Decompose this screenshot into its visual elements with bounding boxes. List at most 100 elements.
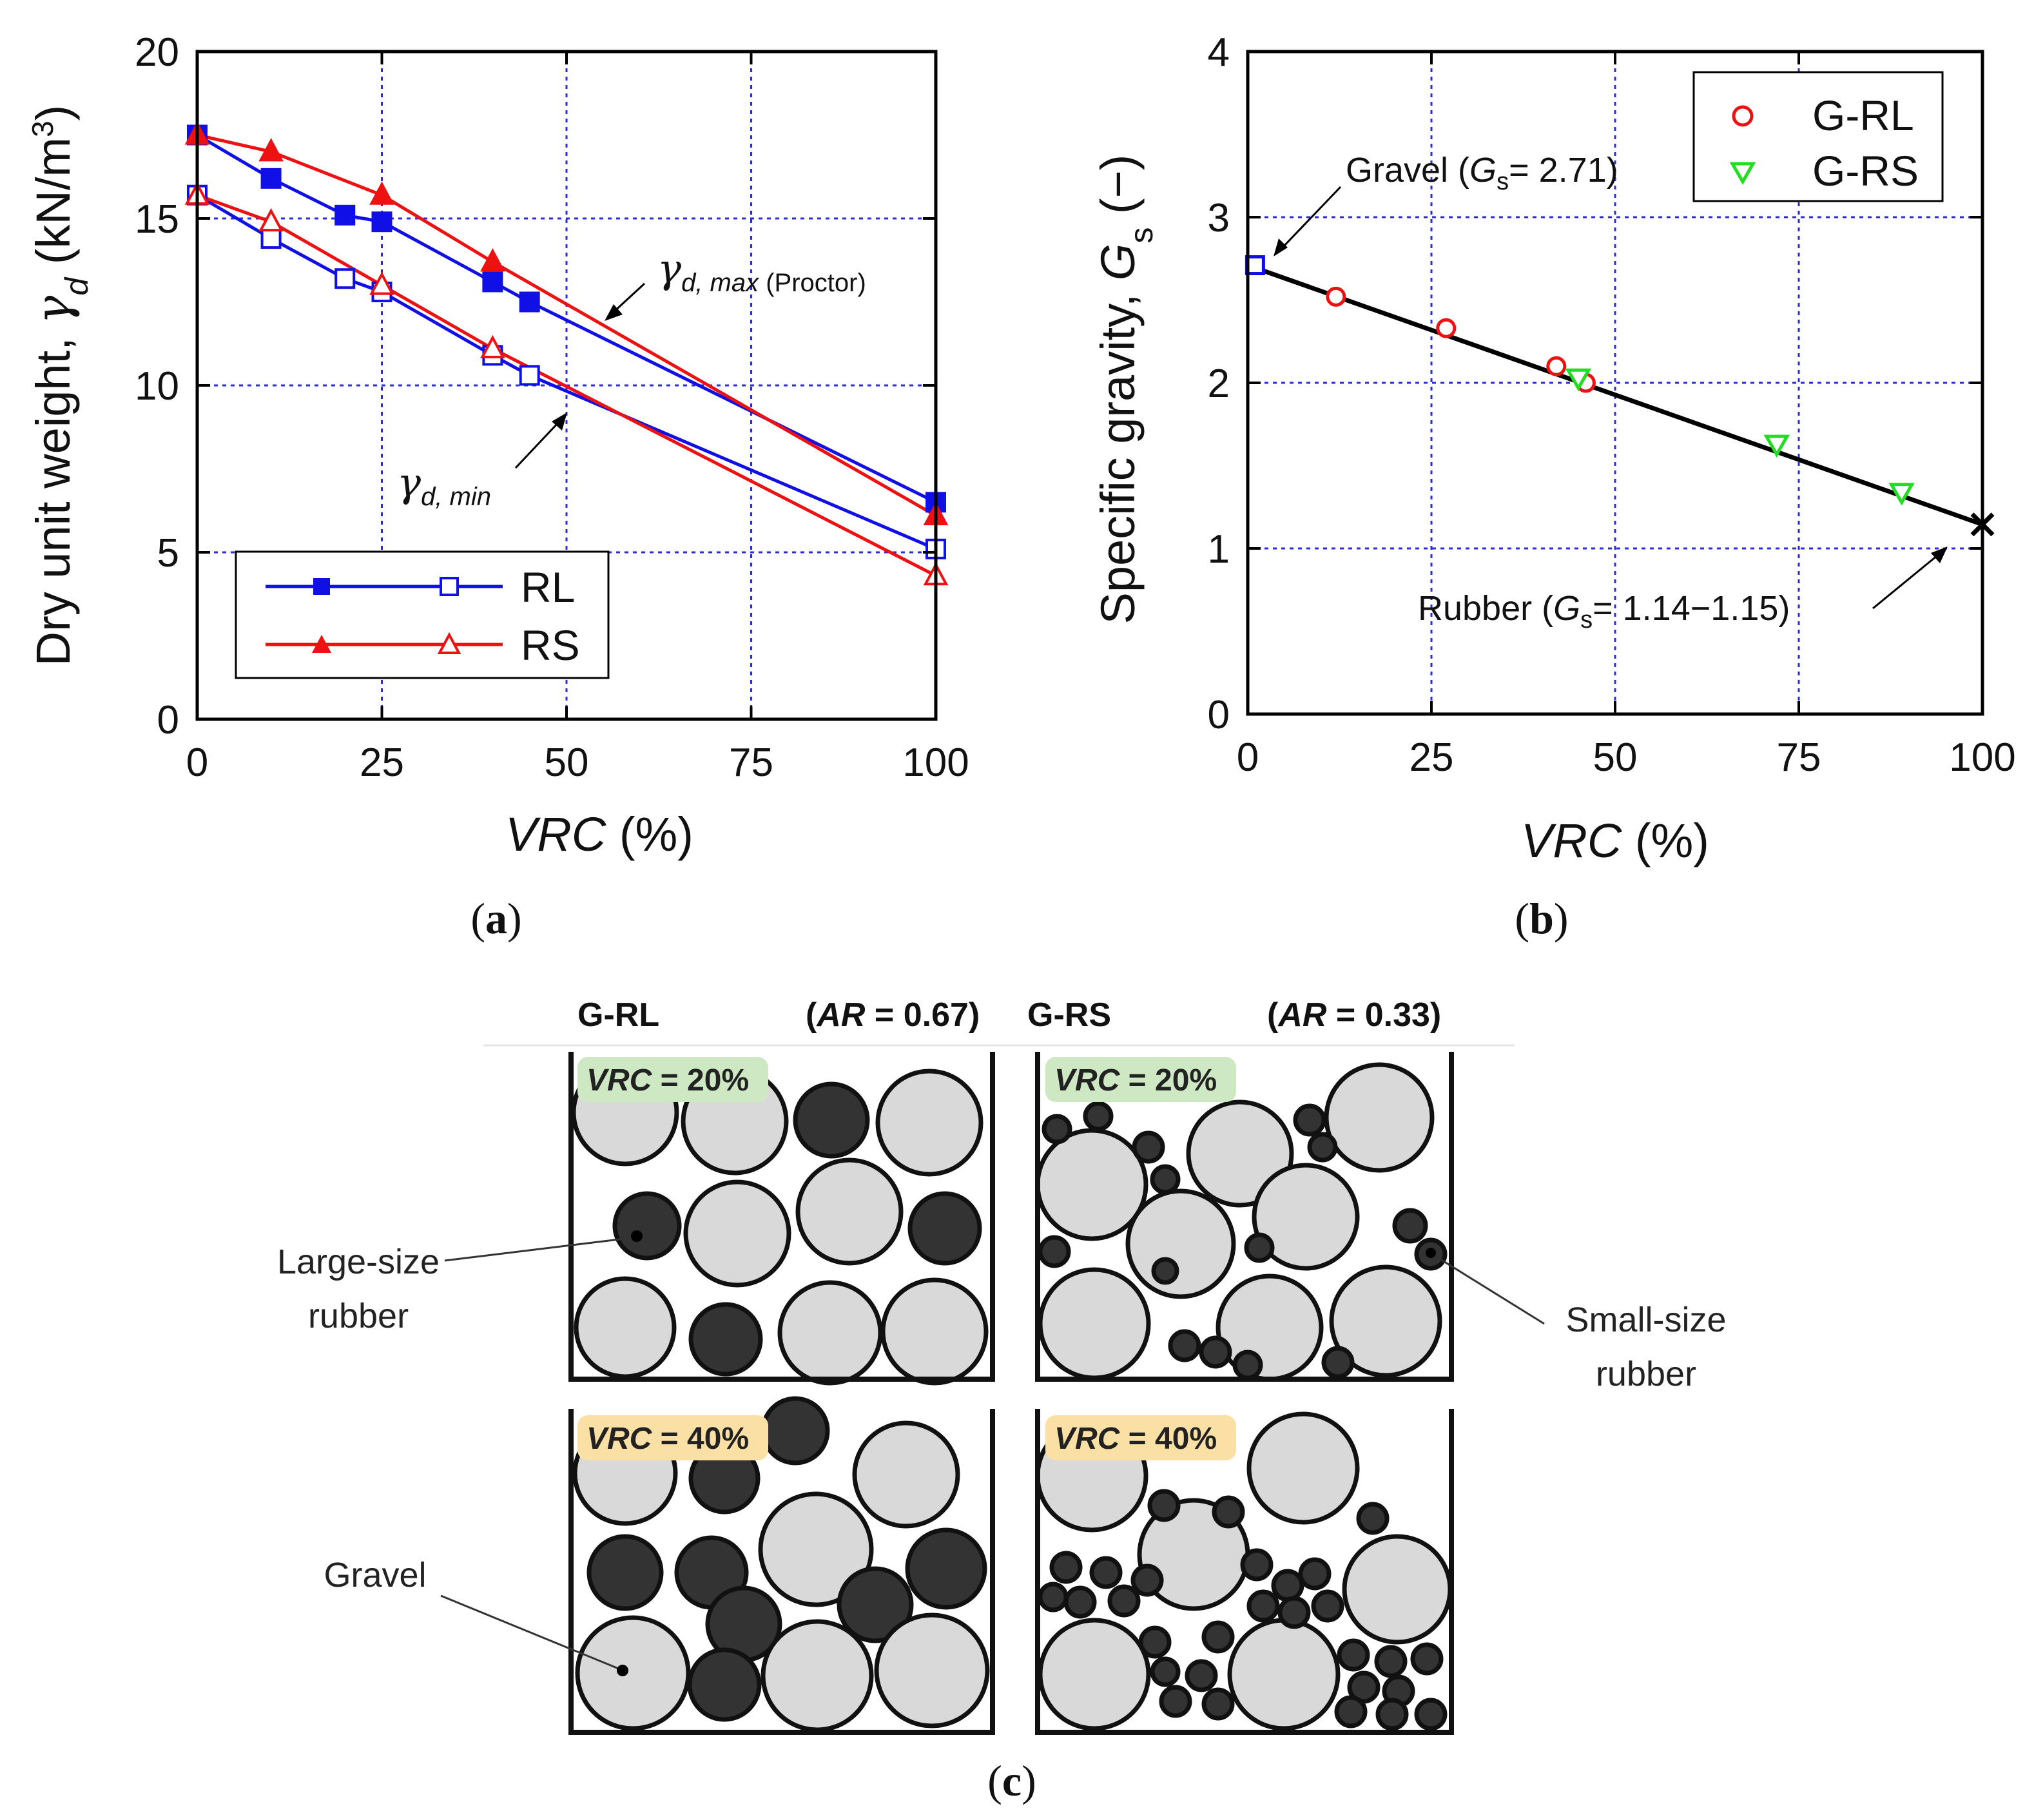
vrc20-tag-grl: VRC = 20% — [577, 1057, 768, 1102]
b-ylabel: Specific gravity, Gs (−) — [1091, 155, 1159, 624]
y-tick-label: 4 — [1208, 30, 1230, 75]
gravel-particle — [1125, 1188, 1236, 1299]
callout-gravel — [440, 1594, 621, 1670]
rubber-particle — [1107, 1584, 1141, 1618]
y-tick-label: 5 — [157, 531, 179, 576]
gravel-particle — [1038, 1618, 1151, 1731]
rubber-particle — [1334, 1695, 1368, 1728]
rubber-particle — [1271, 1569, 1304, 1602]
a-annotation-max: γd, max (Proctor) — [605, 245, 866, 321]
series-line-2 — [197, 133, 937, 518]
label-small-rubber-1: Small-size — [1565, 1301, 1726, 1339]
x-tick-label: 75 — [729, 741, 773, 785]
data-point-grl — [1436, 318, 1457, 338]
legend-rl-label: RL — [521, 563, 575, 611]
rubber-particle — [1277, 1596, 1311, 1629]
data-point-square — [482, 271, 503, 293]
data-point-square — [334, 204, 356, 226]
schematic-particles — [571, 1058, 1453, 1732]
b-annotation-gravel: Gravel (Gs= 2.71) — [1274, 151, 1618, 257]
rubber-particle — [1410, 1642, 1444, 1676]
gravel-particle — [875, 1069, 983, 1177]
label-small-rubber-2: rubber — [1596, 1355, 1696, 1393]
gravel-particle — [1324, 1062, 1435, 1173]
container-grs-40 — [1035, 1409, 1454, 1735]
grl-aspect-ratio: (AR = 0.67) — [806, 996, 980, 1034]
rubber-particle — [612, 1191, 682, 1261]
fit-line — [1246, 263, 1984, 527]
gravel-particle — [852, 1420, 960, 1529]
rubber-particle — [761, 1396, 830, 1466]
data-point-grl — [1326, 286, 1346, 307]
rubber-particle — [1199, 1335, 1232, 1369]
a-xlabel: VRC (%) — [505, 808, 693, 861]
data-point-triangle — [258, 208, 284, 232]
rubber-particle — [1185, 1659, 1218, 1692]
x-tick-label: 0 — [1237, 735, 1259, 780]
b-ticks: 0 25 50 75 100 0 1 2 3 4 — [1208, 30, 2016, 780]
rubber-particle — [1232, 1350, 1263, 1380]
rubber-particle — [1392, 1208, 1428, 1244]
vrc40-tag-grs: VRC = 40% — [1045, 1415, 1236, 1460]
rubber-particle — [1201, 1620, 1235, 1654]
y-tick-label: 2 — [1208, 362, 1230, 406]
rubber-particle — [1374, 1645, 1408, 1678]
rubber-particle — [905, 1527, 987, 1610]
y-tick-label: 15 — [135, 197, 179, 242]
grs-title: G-RS — [1027, 996, 1111, 1034]
legend-grl-label: G-RL — [1812, 92, 1914, 139]
rubber-particle — [1089, 1556, 1123, 1589]
rubber-particle — [1375, 1698, 1409, 1731]
rubber-particle — [1159, 1685, 1192, 1718]
callout-small-rubber — [1431, 1253, 1545, 1325]
x-tick-label: 75 — [1777, 735, 1821, 780]
data-point-grl — [1546, 356, 1567, 376]
legend-rl-open-marker — [440, 577, 459, 596]
x-tick-label: 50 — [545, 741, 589, 785]
rubber-particle — [1063, 1585, 1097, 1619]
y-tick-label: 1 — [1208, 527, 1230, 572]
label-large-rubber-2: rubber — [308, 1297, 409, 1335]
gravel-particle — [1252, 1163, 1360, 1271]
rubber-particle — [1307, 1132, 1338, 1163]
x-tick-label: 25 — [1410, 735, 1454, 780]
rubber-particle — [1321, 1346, 1355, 1379]
rubber-particle — [1347, 1670, 1381, 1704]
rubber-particle — [1138, 1625, 1172, 1659]
container-grs-20 — [1035, 1052, 1454, 1382]
gravel-particle — [777, 1280, 883, 1386]
rubber-particle — [1414, 1698, 1448, 1731]
data-point-triangle — [258, 138, 284, 162]
rubber-particle — [1151, 1257, 1179, 1285]
rubber-particle — [1246, 1589, 1280, 1623]
b-annotation-rubber: Rubber (Gs= 1.14−1.15) — [1418, 547, 1948, 634]
rubber-particle — [1049, 1551, 1083, 1584]
vrc20-tag-grs: VRC = 20% — [1045, 1057, 1236, 1102]
legend-grl-marker — [1732, 105, 1754, 127]
y-tick-label: 0 — [1208, 693, 1230, 737]
panel-b-label: (b) — [1515, 894, 1568, 943]
container-grl-40 — [568, 1409, 995, 1735]
b-legend: G-RL G-RS — [1692, 71, 1944, 202]
rubber-particle — [907, 1191, 982, 1266]
legend-rs-open-marker — [437, 632, 461, 654]
x-tick-label: 25 — [360, 741, 404, 785]
legend-rs-label: RS — [521, 621, 580, 669]
data-point-triangle — [369, 271, 394, 295]
svg-text:Gravel (Gs= 2.71): Gravel (Gs= 2.71) — [1346, 151, 1618, 195]
svg-text:VRC = 20%: VRC = 20% — [586, 1063, 749, 1098]
panel-b-chart: 0 25 50 75 100 0 1 2 3 4 Specific gravity, Gs (−)… — [1091, 30, 2016, 943]
rubber-particle — [1083, 1101, 1114, 1132]
gravel-particle — [1227, 1618, 1341, 1731]
rubber-particle — [586, 1534, 664, 1611]
rubber-particle — [1042, 1114, 1072, 1145]
gravel-particle — [795, 1157, 904, 1266]
gravel-particle — [1186, 1099, 1294, 1208]
data-point-square — [260, 228, 282, 249]
rubber-particle — [837, 1566, 914, 1643]
x-tick-label: 100 — [902, 741, 969, 785]
gravel-particle — [1246, 1411, 1360, 1525]
data-point-grs — [1763, 434, 1790, 458]
gravel-particle — [683, 1179, 791, 1288]
a-legend: RL RS — [235, 550, 610, 679]
